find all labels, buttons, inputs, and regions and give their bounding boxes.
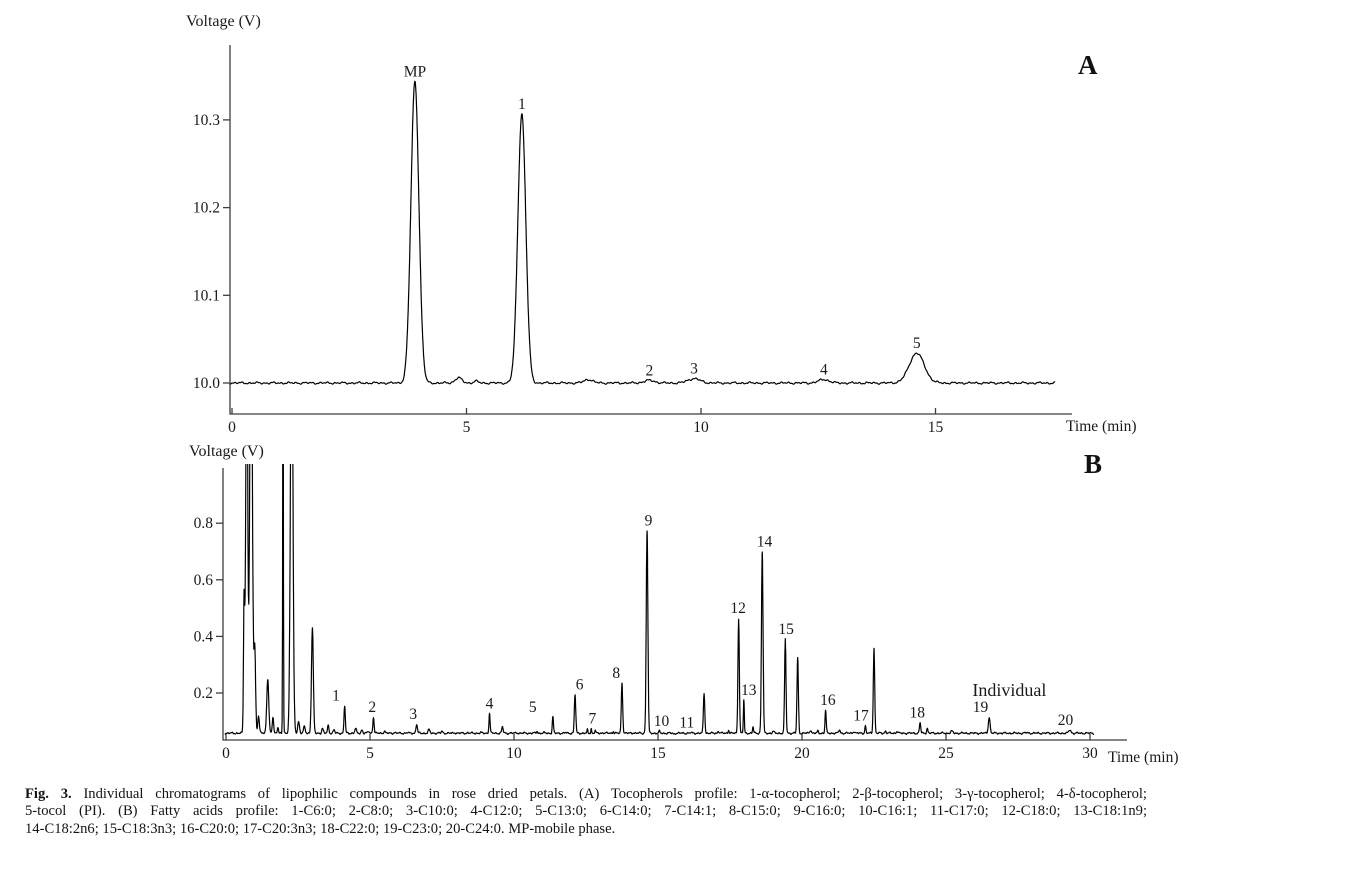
peak-label-b-3: 3	[409, 706, 417, 723]
peak-label-a-mp: MP	[404, 63, 426, 80]
x-tick-label: 5	[463, 419, 471, 436]
peak-label-b-14: 14	[757, 534, 773, 551]
peak-label-a-1: 1	[518, 96, 526, 113]
peak-label-b-8: 8	[612, 665, 620, 682]
y-tick-label: 10.2	[193, 200, 220, 217]
x-tick-label: 30	[1082, 745, 1098, 762]
y-tick-label: 10.0	[193, 375, 220, 392]
panel-b-y-axis-title: Voltage (V)	[189, 443, 264, 460]
peak-label-b-15: 15	[778, 621, 794, 638]
caption-fig-label: Fig. 3.	[25, 786, 72, 802]
peak-label-a-2: 2	[646, 362, 654, 379]
peak-label-b-2: 2	[368, 699, 376, 716]
x-tick-label: 0	[228, 419, 236, 436]
peak-label-b-11: 11	[679, 715, 694, 732]
x-tick-label: 20	[794, 745, 810, 762]
peak-label-a-3: 3	[690, 361, 698, 378]
annotation-individual: Individual	[972, 680, 1046, 700]
peak-label-b-5: 5	[529, 699, 537, 716]
y-tick-label: 0.4	[194, 628, 214, 645]
peak-label-b-4: 4	[486, 695, 494, 712]
x-tick-label: 10	[693, 419, 709, 436]
peak-label-b-7: 7	[588, 710, 596, 727]
peak-label-b-13: 13	[741, 682, 757, 699]
panel-a-x-axis-title: Time (min)	[1066, 418, 1137, 435]
peak-label-b-6: 6	[576, 676, 584, 693]
peak-label-b-17: 17	[853, 708, 869, 725]
caption-line-3: 14-C18:2n6; 15-C18:3n3; 16-C20:0; 17-C20…	[25, 820, 616, 837]
panel-a: 10.0 10.1 10.2 10.3 0 5 10 15 MP 1 2 3 4 5	[193, 45, 1072, 436]
x-tick-label: 5	[366, 745, 374, 762]
y-tick-label: 0.6	[194, 572, 214, 589]
x-tick-label: 0	[222, 745, 230, 762]
panel-b-x-axis-title: Time (min)	[1108, 749, 1179, 766]
panel-b-letter: B	[1084, 449, 1103, 479]
x-tick-label: 15	[928, 419, 944, 436]
peak-label-b-19: 19	[973, 699, 989, 716]
trace-a	[229, 80, 1056, 385]
panel-a-letter: A	[1078, 50, 1098, 80]
x-tick-label: 10	[506, 745, 522, 762]
peak-label-b-1: 1	[332, 688, 340, 705]
peak-label-b-9: 9	[645, 512, 653, 529]
caption-line-1: Fig. 3. Individual chromatograms of lipo…	[25, 786, 1147, 803]
peak-label-a-5: 5	[913, 335, 921, 352]
y-tick-label: 10.3	[193, 112, 220, 129]
caption-line-1-text: Individual chromatograms of lipophilic c…	[71, 786, 1147, 802]
axes-a	[229, 45, 1072, 415]
figure-caption: Fig. 3. Individual chromatograms of lipo…	[25, 786, 1147, 838]
trace-b	[224, 464, 1095, 735]
peak-label-a-4: 4	[820, 361, 828, 378]
panel-a-y-axis-title: Voltage (V)	[186, 13, 261, 30]
y-tick-label: 0.2	[194, 685, 213, 702]
x-tick-label: 25	[938, 745, 954, 762]
y-tick-label: 10.1	[193, 287, 220, 304]
peak-label-b-20: 20	[1058, 712, 1074, 729]
peak-label-b-12: 12	[730, 600, 746, 617]
y-tick-label: 0.8	[194, 515, 214, 532]
x-tick-label: 15	[650, 745, 666, 762]
peak-label-b-10: 10	[654, 713, 670, 730]
axes-b	[222, 468, 1127, 741]
caption-line-2: 5-tocol (PI). (B) Fatty acids profile: 1…	[25, 803, 1147, 820]
peak-label-b-18: 18	[909, 705, 925, 722]
peak-label-b-16: 16	[820, 692, 836, 709]
